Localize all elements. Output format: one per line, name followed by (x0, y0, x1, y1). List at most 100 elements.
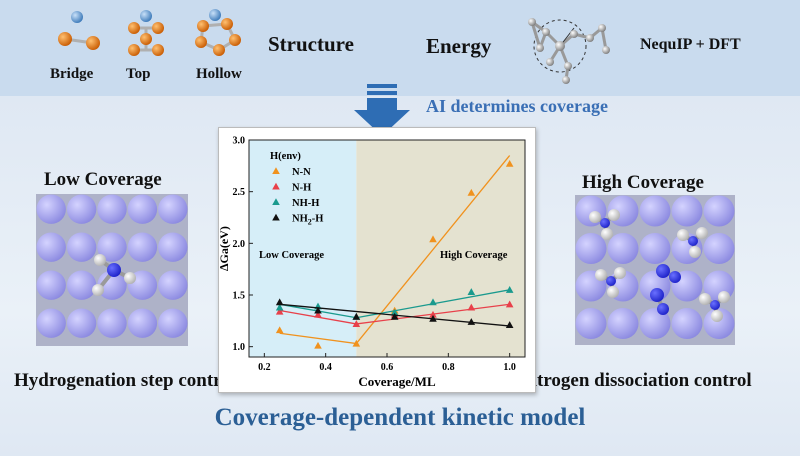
hydrogen-atom (699, 293, 711, 305)
energy-label: Energy (426, 34, 492, 58)
surface-atom (97, 232, 127, 262)
data-point (467, 288, 476, 295)
y-tick-label: 1.0 (233, 342, 246, 353)
data-point (505, 159, 514, 167)
low-coverage-surface (36, 194, 188, 346)
hydrogen-atom (607, 286, 619, 298)
surface-atom (66, 270, 97, 300)
nitrogen-atom (669, 271, 681, 283)
x-tick-label: 1.0 (503, 362, 515, 373)
x-tick-label: 0.6 (381, 362, 394, 373)
surface-atom (66, 232, 97, 262)
data-point (352, 339, 361, 347)
nitrogen-atom (107, 263, 121, 277)
hydrogen-atom (689, 246, 701, 258)
surface-atom (97, 308, 127, 338)
footer-title: Coverage-dependent kinetic model (214, 404, 586, 431)
data-point (467, 303, 476, 311)
bridge-site-icon (58, 11, 100, 50)
legend: H(env) N-N N-H NH-H NH2-H (270, 151, 323, 227)
nitrogen-atom (710, 300, 720, 310)
surface-atom (97, 270, 127, 300)
data-point (429, 298, 437, 306)
series-nh2-h (275, 298, 514, 329)
data-point (390, 312, 399, 320)
surface-atom (671, 308, 703, 339)
coverage-chart: 0.2 0.4 0.6 0.8 1.0 1.0 1.5 2.0 2.5 3.0 Coverage/M… (217, 136, 526, 389)
data-point (314, 306, 322, 314)
legend-marker (272, 182, 280, 190)
surface-atom (607, 308, 639, 339)
surface-atom (158, 270, 188, 300)
series-n-h (275, 300, 514, 327)
high-coverage-surface (575, 195, 735, 345)
low-coverage-region-label: Low Coverage (259, 250, 324, 261)
data-point (352, 320, 361, 327)
data-point (467, 318, 476, 325)
hydrogen-atom (589, 211, 601, 223)
surface-atom (158, 232, 188, 262)
molecule-icon (528, 18, 610, 84)
surface-atom (36, 308, 66, 338)
data-point (275, 307, 284, 315)
surface-atom (575, 308, 607, 339)
surface-atom (97, 194, 127, 224)
nitrogen-atom (600, 218, 610, 228)
surface-atom (639, 233, 671, 264)
hydrogen-atom (124, 272, 136, 284)
high-coverage-title: High Coverage (582, 172, 704, 193)
hydrogen-atom (601, 228, 613, 240)
hydrogen-atom (614, 267, 626, 279)
data-point (314, 310, 322, 318)
legend-title: H(env) (270, 151, 301, 162)
legend-marker (272, 213, 280, 221)
coverage-arrow-label: AI determines coverage (426, 96, 608, 116)
nitrogen-atom (606, 276, 616, 286)
series-n-n (275, 155, 514, 349)
nitrogen-atom (650, 288, 664, 302)
nitrogen-atom (657, 303, 669, 315)
surface-atom (158, 308, 188, 338)
surface-atom (607, 233, 639, 264)
hydrogen-atom (718, 291, 730, 303)
surface-atom (127, 308, 158, 338)
nitrogen-atom (656, 264, 670, 278)
nitrogen-atom (688, 236, 698, 246)
low-coverage-title: Low Coverage (44, 169, 162, 190)
structure-label: Structure (268, 32, 354, 56)
hydrogen-atom (608, 209, 620, 221)
surface-atom (575, 233, 607, 264)
data-point (275, 303, 284, 311)
y-tick-label: 3.0 (233, 136, 246, 147)
data-point (314, 341, 322, 349)
down-arrow-icon (354, 84, 410, 136)
top-label: Top (126, 66, 151, 82)
data-point (429, 310, 437, 318)
data-point (352, 312, 361, 320)
surface-atom (66, 308, 97, 338)
surface-atom (703, 233, 735, 264)
hydrogen-atom (711, 310, 723, 322)
x-tick-label: 0.4 (319, 362, 332, 373)
bridge-label: Bridge (50, 66, 94, 82)
x-axis-label: Coverage/ML (358, 374, 436, 389)
surface-atom (639, 308, 671, 339)
top-site-icon (128, 10, 164, 56)
high-coverage-caption: Nitrogen dissociation control (518, 370, 752, 391)
high-coverage-region-label: High Coverage (440, 250, 508, 261)
y-tick-label: 2.0 (233, 239, 246, 250)
legend-marker (272, 198, 280, 206)
data-point (429, 314, 437, 322)
data-point (275, 298, 284, 306)
low-coverage-caption: Hydrogenation step control (14, 370, 237, 391)
data-point (505, 321, 514, 329)
data-point (275, 326, 284, 334)
hydrogen-atom (696, 227, 708, 239)
surface-atom (36, 232, 66, 262)
surface-atom (671, 195, 703, 227)
hydrogen-atom (92, 284, 104, 296)
legend-marker (272, 167, 280, 175)
x-tick-label: 0.8 (442, 362, 455, 373)
hollow-site-icon (195, 9, 241, 56)
